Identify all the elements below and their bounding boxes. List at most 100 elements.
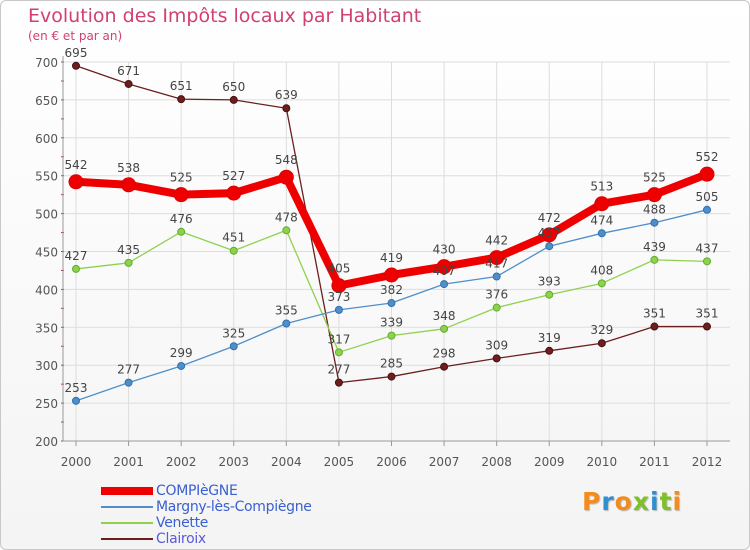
data-point	[72, 396, 80, 405]
data-label: 525	[170, 171, 193, 185]
data-point	[545, 346, 554, 355]
data-label: 419	[380, 251, 403, 265]
data-point	[334, 378, 343, 387]
data-label: 552	[696, 150, 719, 164]
x-tick-label: 2004	[271, 455, 302, 469]
data-label: 478	[275, 210, 298, 224]
data-point	[226, 185, 242, 201]
y-tick-label: 300	[35, 359, 58, 373]
data-point	[387, 299, 396, 308]
data-point	[177, 361, 186, 370]
data-label: 351	[696, 307, 719, 321]
data-label: 650	[222, 80, 245, 94]
x-tick-label: 2007	[429, 455, 460, 469]
data-point	[699, 166, 715, 182]
logo-letter: t	[659, 487, 673, 516]
data-label: 319	[538, 331, 561, 345]
data-label: 373	[327, 290, 350, 304]
data-label: 671	[117, 64, 140, 78]
x-tick-label: 2008	[481, 455, 512, 469]
data-label: 538	[117, 161, 140, 175]
data-label: 317	[327, 332, 350, 346]
data-point	[72, 264, 80, 273]
x-tick-label: 2012	[692, 455, 723, 469]
data-point	[282, 226, 291, 235]
data-point	[278, 169, 294, 185]
logo-letter: P	[582, 487, 602, 516]
data-point	[384, 267, 399, 283]
data-point	[492, 272, 501, 281]
chart-subtitle: (en € et par an)	[28, 29, 123, 43]
y-tick-label: 450	[35, 246, 58, 260]
y-tick-label: 600	[35, 132, 58, 146]
chart-legend: COMPIèGNE Margny-lès-Compiègne Venette Clai…	[101, 483, 312, 547]
data-point	[229, 342, 238, 351]
legend-swatch	[101, 487, 153, 495]
proxiti-logo: Proxiti	[582, 487, 682, 516]
x-tick-label: 2011	[639, 455, 670, 469]
data-label: 476	[170, 212, 193, 226]
data-point	[492, 303, 501, 312]
legend-label: Margny-lès-Compiègne	[156, 499, 312, 515]
data-point	[650, 218, 659, 227]
data-point	[387, 372, 396, 381]
data-label: 542	[65, 158, 88, 172]
data-point	[594, 196, 610, 212]
logo-letter: i	[672, 487, 683, 516]
data-label: 472	[538, 211, 561, 225]
y-tick-label: 700	[35, 56, 58, 70]
data-point	[436, 259, 452, 275]
data-label: 435	[117, 243, 140, 257]
logo-letter: o	[614, 487, 633, 516]
data-point	[545, 242, 554, 251]
y-tick-label: 650	[35, 94, 58, 108]
data-point	[703, 257, 711, 266]
y-tick-label: 200	[35, 435, 58, 449]
data-point	[72, 61, 80, 70]
data-label: 488	[643, 203, 666, 217]
y-tick-label: 500	[35, 208, 58, 222]
data-label: 277	[327, 363, 350, 377]
data-label: 285	[380, 357, 403, 371]
data-label: 525	[643, 171, 666, 185]
data-point	[650, 255, 659, 264]
y-tick-label: 350	[35, 321, 58, 335]
x-tick-label: 2000	[61, 455, 92, 469]
data-label: 527	[222, 169, 245, 183]
x-tick-label: 2009	[534, 455, 565, 469]
chart-title: Evolution des Impôts locaux par Habitant	[28, 5, 422, 27]
data-point	[545, 290, 554, 299]
data-point	[68, 174, 84, 190]
data-label: 427	[65, 249, 88, 263]
data-point	[597, 339, 606, 348]
data-label: 405	[327, 262, 350, 276]
data-point	[597, 229, 606, 238]
data-label: 298	[433, 347, 456, 361]
legend-item: Margny-lès-Compiègne	[101, 499, 312, 515]
data-point	[387, 331, 396, 340]
data-label: 651	[170, 79, 193, 93]
data-point	[489, 250, 505, 266]
data-point	[121, 177, 137, 193]
legend-label: COMPIèGNE	[156, 483, 238, 499]
data-label: 329	[590, 323, 613, 337]
legend-swatch	[101, 506, 153, 508]
data-label: 393	[538, 275, 561, 289]
legend-label: Venette	[156, 515, 209, 531]
data-label: 439	[643, 240, 666, 254]
legend-item: Clairoix	[101, 531, 312, 547]
legend-label: Clairoix	[156, 531, 206, 547]
data-label: 442	[485, 234, 508, 248]
legend-swatch	[101, 538, 153, 540]
data-point	[541, 227, 557, 243]
logo-letter: r	[601, 487, 615, 516]
data-point	[334, 348, 343, 357]
data-label: 277	[117, 363, 140, 377]
data-label: 407	[433, 264, 456, 278]
data-point	[177, 227, 186, 236]
data-point	[703, 205, 711, 214]
data-label: 351	[643, 307, 666, 321]
data-label: 376	[485, 288, 508, 302]
